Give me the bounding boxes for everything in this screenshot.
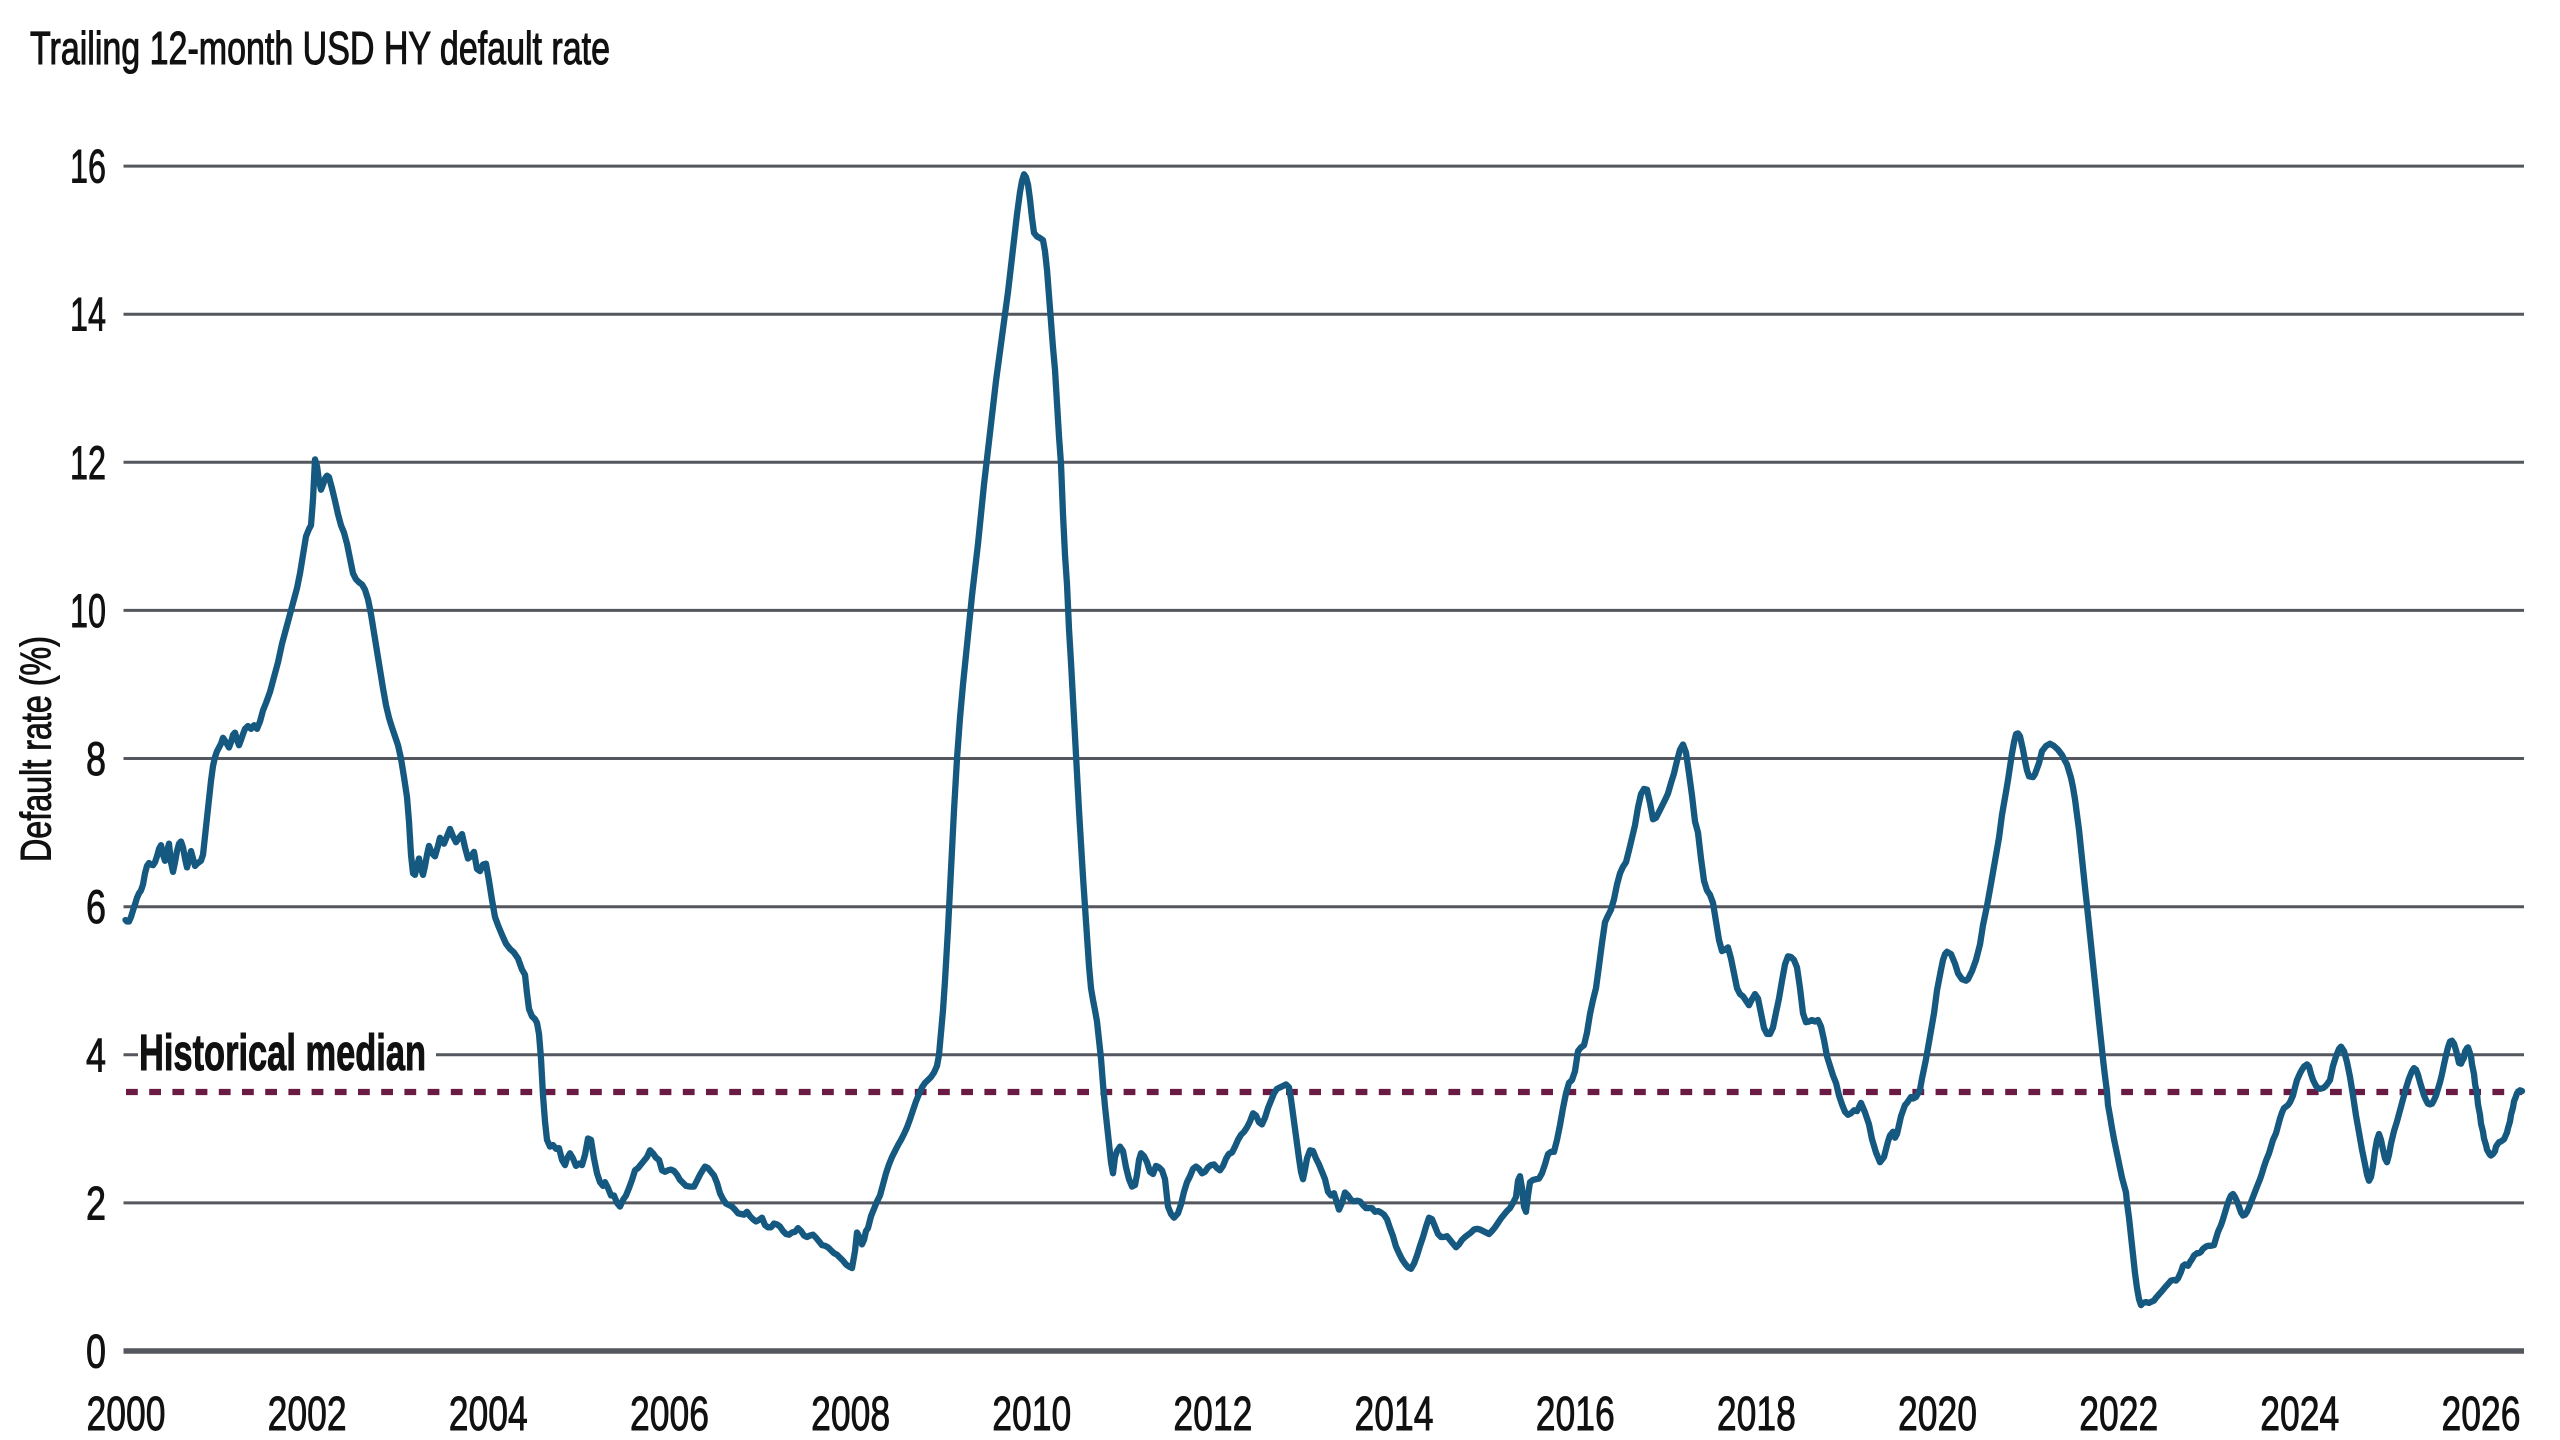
svg-text:2012: 2012 (1173, 1388, 1252, 1440)
svg-text:6: 6 (86, 880, 106, 933)
svg-text:10: 10 (70, 584, 106, 637)
svg-text:2018: 2018 (1717, 1388, 1796, 1440)
svg-text:2006: 2006 (630, 1388, 709, 1440)
svg-text:2016: 2016 (1536, 1388, 1615, 1440)
svg-text:Historical median: Historical median (139, 1024, 426, 1081)
svg-text:2002: 2002 (268, 1388, 347, 1440)
svg-text:Default rate (%): Default rate (%) (13, 636, 61, 862)
svg-text:2004: 2004 (449, 1388, 528, 1440)
svg-text:2: 2 (86, 1176, 106, 1229)
svg-text:12: 12 (70, 436, 106, 489)
svg-text:2000: 2000 (87, 1388, 166, 1440)
svg-text:2026: 2026 (2442, 1388, 2521, 1440)
svg-text:4: 4 (86, 1028, 106, 1081)
svg-text:8: 8 (86, 732, 106, 785)
svg-text:2008: 2008 (811, 1388, 890, 1440)
svg-text:2014: 2014 (1355, 1388, 1434, 1440)
svg-text:2022: 2022 (2079, 1388, 2158, 1440)
svg-text:2020: 2020 (1898, 1388, 1977, 1440)
svg-text:Trailing 12-month USD HY defau: Trailing 12-month USD HY default rate (30, 22, 610, 74)
svg-text:2024: 2024 (2260, 1388, 2339, 1440)
svg-text:14: 14 (70, 288, 106, 341)
svg-text:0: 0 (86, 1325, 106, 1378)
svg-text:16: 16 (70, 140, 106, 193)
svg-text:2010: 2010 (992, 1388, 1071, 1440)
